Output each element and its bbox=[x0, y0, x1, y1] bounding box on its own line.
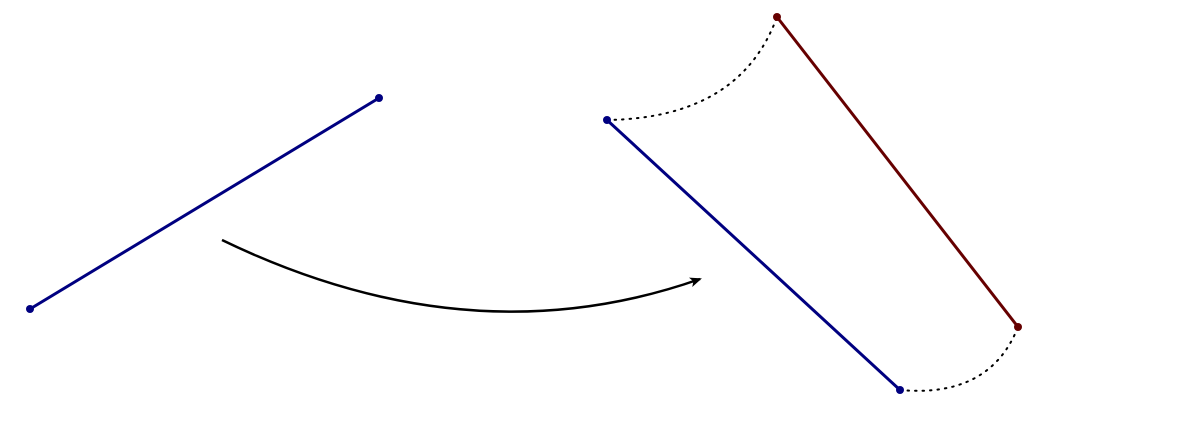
transform-arrow bbox=[221, 238, 702, 313]
segment-endpoint bbox=[26, 305, 34, 313]
translated-segment bbox=[605, 118, 902, 392]
rotation-arc bbox=[606, 16, 778, 121]
segment-endpoint bbox=[896, 386, 904, 394]
segment-endpoint bbox=[603, 116, 611, 124]
rotated-segment bbox=[775, 16, 1020, 328]
segment-endpoint bbox=[1014, 323, 1022, 331]
original-segment bbox=[29, 96, 380, 311]
rotation-arc bbox=[899, 326, 1019, 392]
segment-endpoint bbox=[773, 13, 781, 21]
segment-endpoint bbox=[375, 94, 383, 102]
